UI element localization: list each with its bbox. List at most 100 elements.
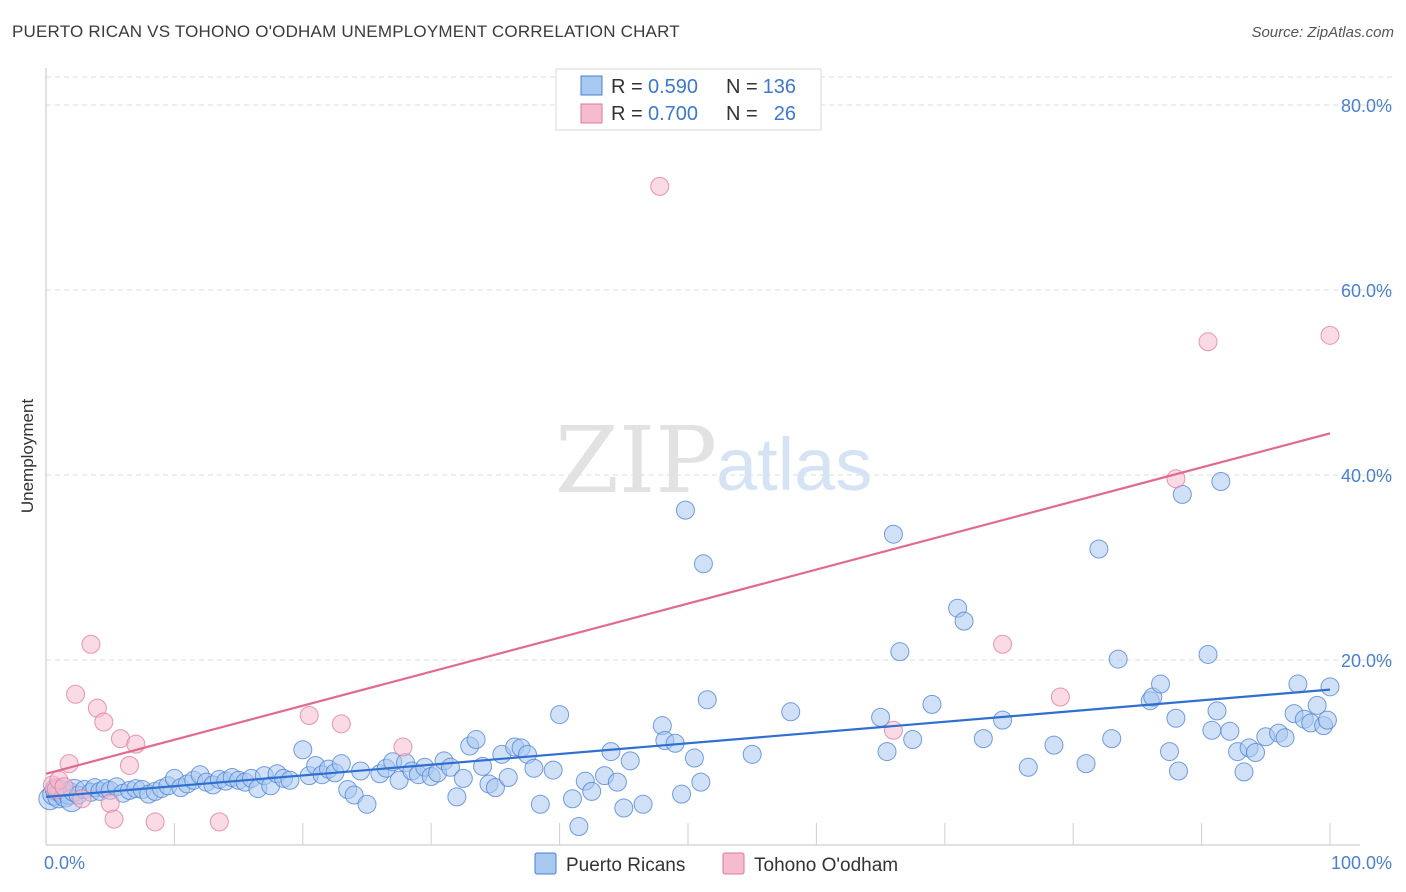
- puerto-rican-point: [1211, 471, 1231, 491]
- puerto-rican-point: [1207, 701, 1227, 721]
- puerto-rican-point: [922, 694, 942, 714]
- legend-swatch-puerto-ricans: [580, 75, 603, 96]
- puerto-rican-point: [620, 751, 640, 771]
- puerto-rican-point: [675, 500, 695, 520]
- x-tick-label-min: 0.0%: [44, 853, 85, 873]
- puerto-rican-point: [1076, 754, 1096, 774]
- puerto-rican-point: [389, 770, 409, 790]
- puerto-rican-point: [1151, 674, 1171, 694]
- y-tick-label: 60.0%: [1341, 281, 1392, 301]
- puerto-rican-point: [954, 611, 974, 631]
- puerto-rican-point: [1166, 708, 1186, 728]
- tohono-oodham-point: [883, 720, 903, 740]
- puerto-rican-point: [453, 768, 473, 788]
- puerto-rican-point: [1089, 539, 1109, 559]
- puerto-rican-point: [485, 778, 505, 798]
- puerto-rican-point: [582, 781, 602, 801]
- puerto-rican-point: [543, 760, 563, 780]
- puerto-rican-point: [357, 794, 377, 814]
- puerto-rican-point: [742, 744, 762, 764]
- puerto-rican-point: [447, 787, 467, 807]
- puerto-rican-point: [607, 772, 627, 792]
- puerto-rican-point: [1018, 757, 1038, 777]
- puerto-rican-point: [973, 729, 993, 749]
- puerto-rican-point: [601, 742, 621, 762]
- series-legend-label: Tohono O'odham: [754, 855, 898, 876]
- watermark-atlas: atlas: [716, 423, 872, 506]
- puerto-rican-point: [684, 748, 704, 768]
- tohono-oodham-trend-line: [45, 432, 1331, 775]
- puerto-rican-point: [1275, 728, 1295, 748]
- tohono-oodham-point: [1320, 325, 1340, 345]
- series-legend-swatch: [722, 852, 745, 875]
- series-legend-swatch: [534, 852, 557, 875]
- puerto-rican-point: [1202, 720, 1222, 740]
- puerto-rican-point: [562, 789, 582, 809]
- puerto-rican-point: [1317, 710, 1337, 730]
- tohono-oodham-point: [104, 809, 124, 829]
- y-axis-label: Unemployment: [18, 399, 37, 514]
- tohono-oodham-point: [1050, 687, 1070, 707]
- tohono-oodham-point: [100, 793, 120, 813]
- puerto-rican-point: [1234, 762, 1254, 782]
- gridlines: [46, 76, 1392, 845]
- puerto-rican-point: [697, 690, 717, 710]
- puerto-rican-point: [550, 705, 570, 725]
- series-legend-label: Puerto Ricans: [566, 855, 685, 876]
- legend-r-value: 0.590: [648, 76, 698, 98]
- series-legend: Puerto Ricans Tohono O'odham: [534, 852, 898, 876]
- puerto-rican-point: [1220, 721, 1240, 741]
- tohono-oodham-point: [209, 812, 229, 832]
- tohono-oodham-point: [54, 777, 74, 797]
- tohono-oodham-point: [94, 712, 114, 732]
- puerto-rican-point: [524, 758, 544, 778]
- puerto-rican-point: [1198, 644, 1218, 664]
- y-tick-label: 20.0%: [1341, 651, 1392, 671]
- puerto-rican-point: [1044, 735, 1064, 755]
- tohono-oodham-point: [66, 684, 86, 704]
- tohono-oodham-point: [81, 634, 101, 654]
- legend-r-label: R =: [611, 76, 643, 98]
- puerto-rican-point: [1288, 674, 1308, 694]
- puerto-rican-point: [633, 794, 653, 814]
- puerto-rican-point: [530, 794, 550, 814]
- data-points: [38, 176, 1340, 836]
- x-tick-label-max: 100.0%: [1331, 853, 1392, 873]
- legend-n-value: 136: [763, 76, 796, 98]
- legend-swatch-tohono-oodham: [580, 103, 603, 124]
- tohono-oodham-point: [650, 176, 670, 196]
- puerto-rican-point: [466, 730, 486, 750]
- puerto-rican-point: [890, 642, 910, 662]
- legend-n-label: N =: [726, 103, 758, 125]
- legend-n-label: N =: [726, 76, 758, 98]
- tohono-oodham-point: [119, 755, 139, 775]
- y-tick-label: 80.0%: [1341, 96, 1392, 116]
- puerto-rican-point: [1102, 729, 1122, 749]
- puerto-rican-point: [693, 554, 713, 574]
- puerto-rican-point: [331, 754, 351, 774]
- correlation-legend: R = 0.590 N = 136 R = 0.700 N = 26: [555, 68, 822, 131]
- puerto-rican-point: [1246, 743, 1266, 762]
- puerto-rican-point: [293, 740, 313, 760]
- puerto-rican-point: [1307, 695, 1327, 715]
- puerto-rican-point: [877, 742, 897, 762]
- legend-r-value: 0.700: [648, 103, 698, 125]
- puerto-rican-point: [993, 710, 1013, 730]
- tohono-oodham-point: [145, 812, 165, 832]
- legend-r-label: R =: [611, 103, 643, 125]
- tohono-oodham-point: [1166, 469, 1186, 489]
- tohono-oodham-point: [331, 714, 351, 734]
- puerto-rican-point: [1320, 677, 1340, 697]
- puerto-rican-trend-line: [45, 688, 1331, 798]
- puerto-rican-point: [614, 798, 634, 818]
- puerto-rican-point: [903, 730, 923, 750]
- puerto-rican-point: [691, 772, 711, 792]
- y-tick-label: 40.0%: [1341, 466, 1392, 486]
- puerto-rican-point: [1168, 761, 1188, 781]
- tohono-oodham-point: [393, 737, 413, 757]
- puerto-rican-point: [672, 784, 692, 804]
- tohono-oodham-point: [1198, 332, 1218, 352]
- puerto-rican-point: [344, 785, 364, 805]
- source-label: Source: ZipAtlas.com: [1251, 24, 1394, 41]
